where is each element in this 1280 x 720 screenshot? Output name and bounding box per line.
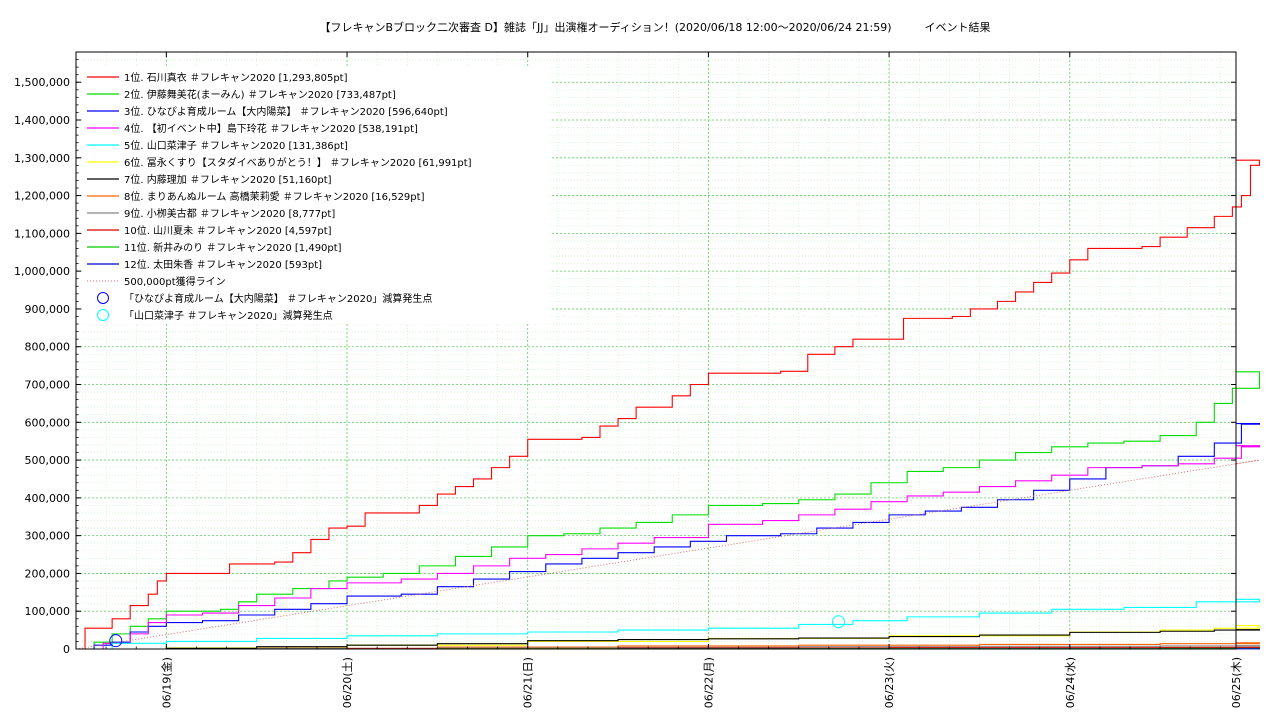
y-tick-label: 900,000	[25, 303, 71, 316]
y-tick-label: 1,300,000	[14, 152, 70, 165]
x-tick-label: 06/25(木)	[1230, 657, 1243, 708]
x-tick-label: 06/22(月)	[702, 657, 715, 708]
legend-marker-label-2: 「山口菜津子 ＃フレキャン2020」減算発生点	[124, 309, 333, 322]
x-tick-label: 06/21(日)	[522, 657, 535, 708]
legend-label-12: 12位. 太田朱香 ＃フレキャン2020 [593pt]	[124, 258, 322, 271]
y-tick-label: 500,000	[25, 454, 71, 467]
y-tick-label: 800,000	[25, 341, 71, 354]
y-tick-label: 300,000	[25, 530, 71, 543]
y-tick-label: 1,400,000	[14, 114, 70, 127]
legend-label-10: 10位. 山川夏未 ＃フレキャン2020 [4,597pt]	[124, 224, 332, 237]
x-tick-label: 06/23(火)	[883, 657, 896, 708]
decrement-marker-1	[109, 634, 123, 648]
legend-label-6: 6位. 冨永くすり【スタダイベありがとう！】 ＃フレキャン2020 [61,99…	[124, 156, 472, 169]
x-tick-label: 06/19(金)	[159, 657, 173, 708]
y-tick-label: 100,000	[25, 605, 71, 618]
legend-label-11: 11位. 新井みのり ＃フレキャン2020 [1,490pt]	[124, 241, 342, 254]
series-line-5	[76, 598, 1261, 650]
series-line-7	[76, 629, 1261, 650]
decrement-marker-2	[831, 615, 845, 629]
plot-frame	[75, 51, 1237, 650]
series-line-1	[76, 159, 1261, 650]
series-line-2	[76, 371, 1261, 650]
legend-label-7: 7位. 内藤理加 ＃フレキャン2020 [51,160pt]	[124, 173, 332, 186]
legend-marker-label-1: 「ひなぴよ育成ルーム【大内陽菜】 ＃フレキャン2020」減算発生点	[124, 292, 432, 305]
x-tick-label: 06/24(水)	[1064, 657, 1077, 708]
plot-border	[75, 51, 1237, 650]
y-tick-label: 400,000	[25, 492, 71, 505]
chart-title: 【フレキャンBブロック二次審査 D】雑誌「JJ」出演権オーディション！(2020…	[319, 21, 991, 34]
legend-label-8: 8位. まりあんぬルーム 高橋茉莉愛 ＃フレキャン2020 [16,529pt]	[124, 190, 425, 203]
axis-layer: 0 100,000 200,000 300,000 400,000 500,000 600,…	[14, 51, 1243, 708]
y-tick-label: 1,100,000	[14, 227, 70, 240]
legend-box	[82, 66, 550, 324]
legend-marker-2	[97, 309, 109, 321]
y-tick-label: 200,000	[25, 567, 71, 580]
legend-label-9: 9位. 小栁美古都 ＃フレキャン2020 [8,777pt]	[124, 207, 335, 220]
series-line-4	[76, 445, 1261, 650]
series-line-13	[75, 459, 1260, 650]
legend-label-1: 1位. 石川真衣 ＃フレキャン2020 [1,293,805pt]	[124, 71, 348, 84]
y-tick-label: 600,000	[25, 416, 71, 429]
legend-label-13: 500,000pt獲得ライン	[124, 275, 226, 288]
legend-marker-1	[97, 292, 109, 304]
y-tick-label: 1,000,000	[14, 265, 70, 278]
series-layer	[75, 159, 1261, 650]
y-tick-label: 0	[63, 643, 70, 656]
y-tick-label: 700,000	[25, 379, 71, 392]
legend: 1位. 石川真衣 ＃フレキャン2020 [1,293,805pt] 2位. 伊藤舞…	[82, 66, 550, 324]
y-tick-label: 1,200,000	[14, 190, 70, 203]
legend-label-3: 3位. ひなぴよ育成ルーム【大内陽菜】 ＃フレキャン2020 [596,640p…	[124, 105, 448, 118]
series-line-3	[76, 423, 1261, 650]
x-tick-label: 06/20(土)	[341, 657, 354, 708]
y-tick-label: 1,500,000	[14, 76, 70, 89]
legend-label-5: 5位. 山口菜津子 ＃フレキャン2020 [131,386pt]	[124, 139, 348, 152]
legend-label-4: 4位. 【初イベント中】島下玲花 ＃フレキャン2020 [538,191pt]	[124, 122, 418, 135]
legend-label-2: 2位. 伊藤舞美花(まーみん) ＃フレキャン2020 [733,487pt]	[124, 88, 396, 101]
